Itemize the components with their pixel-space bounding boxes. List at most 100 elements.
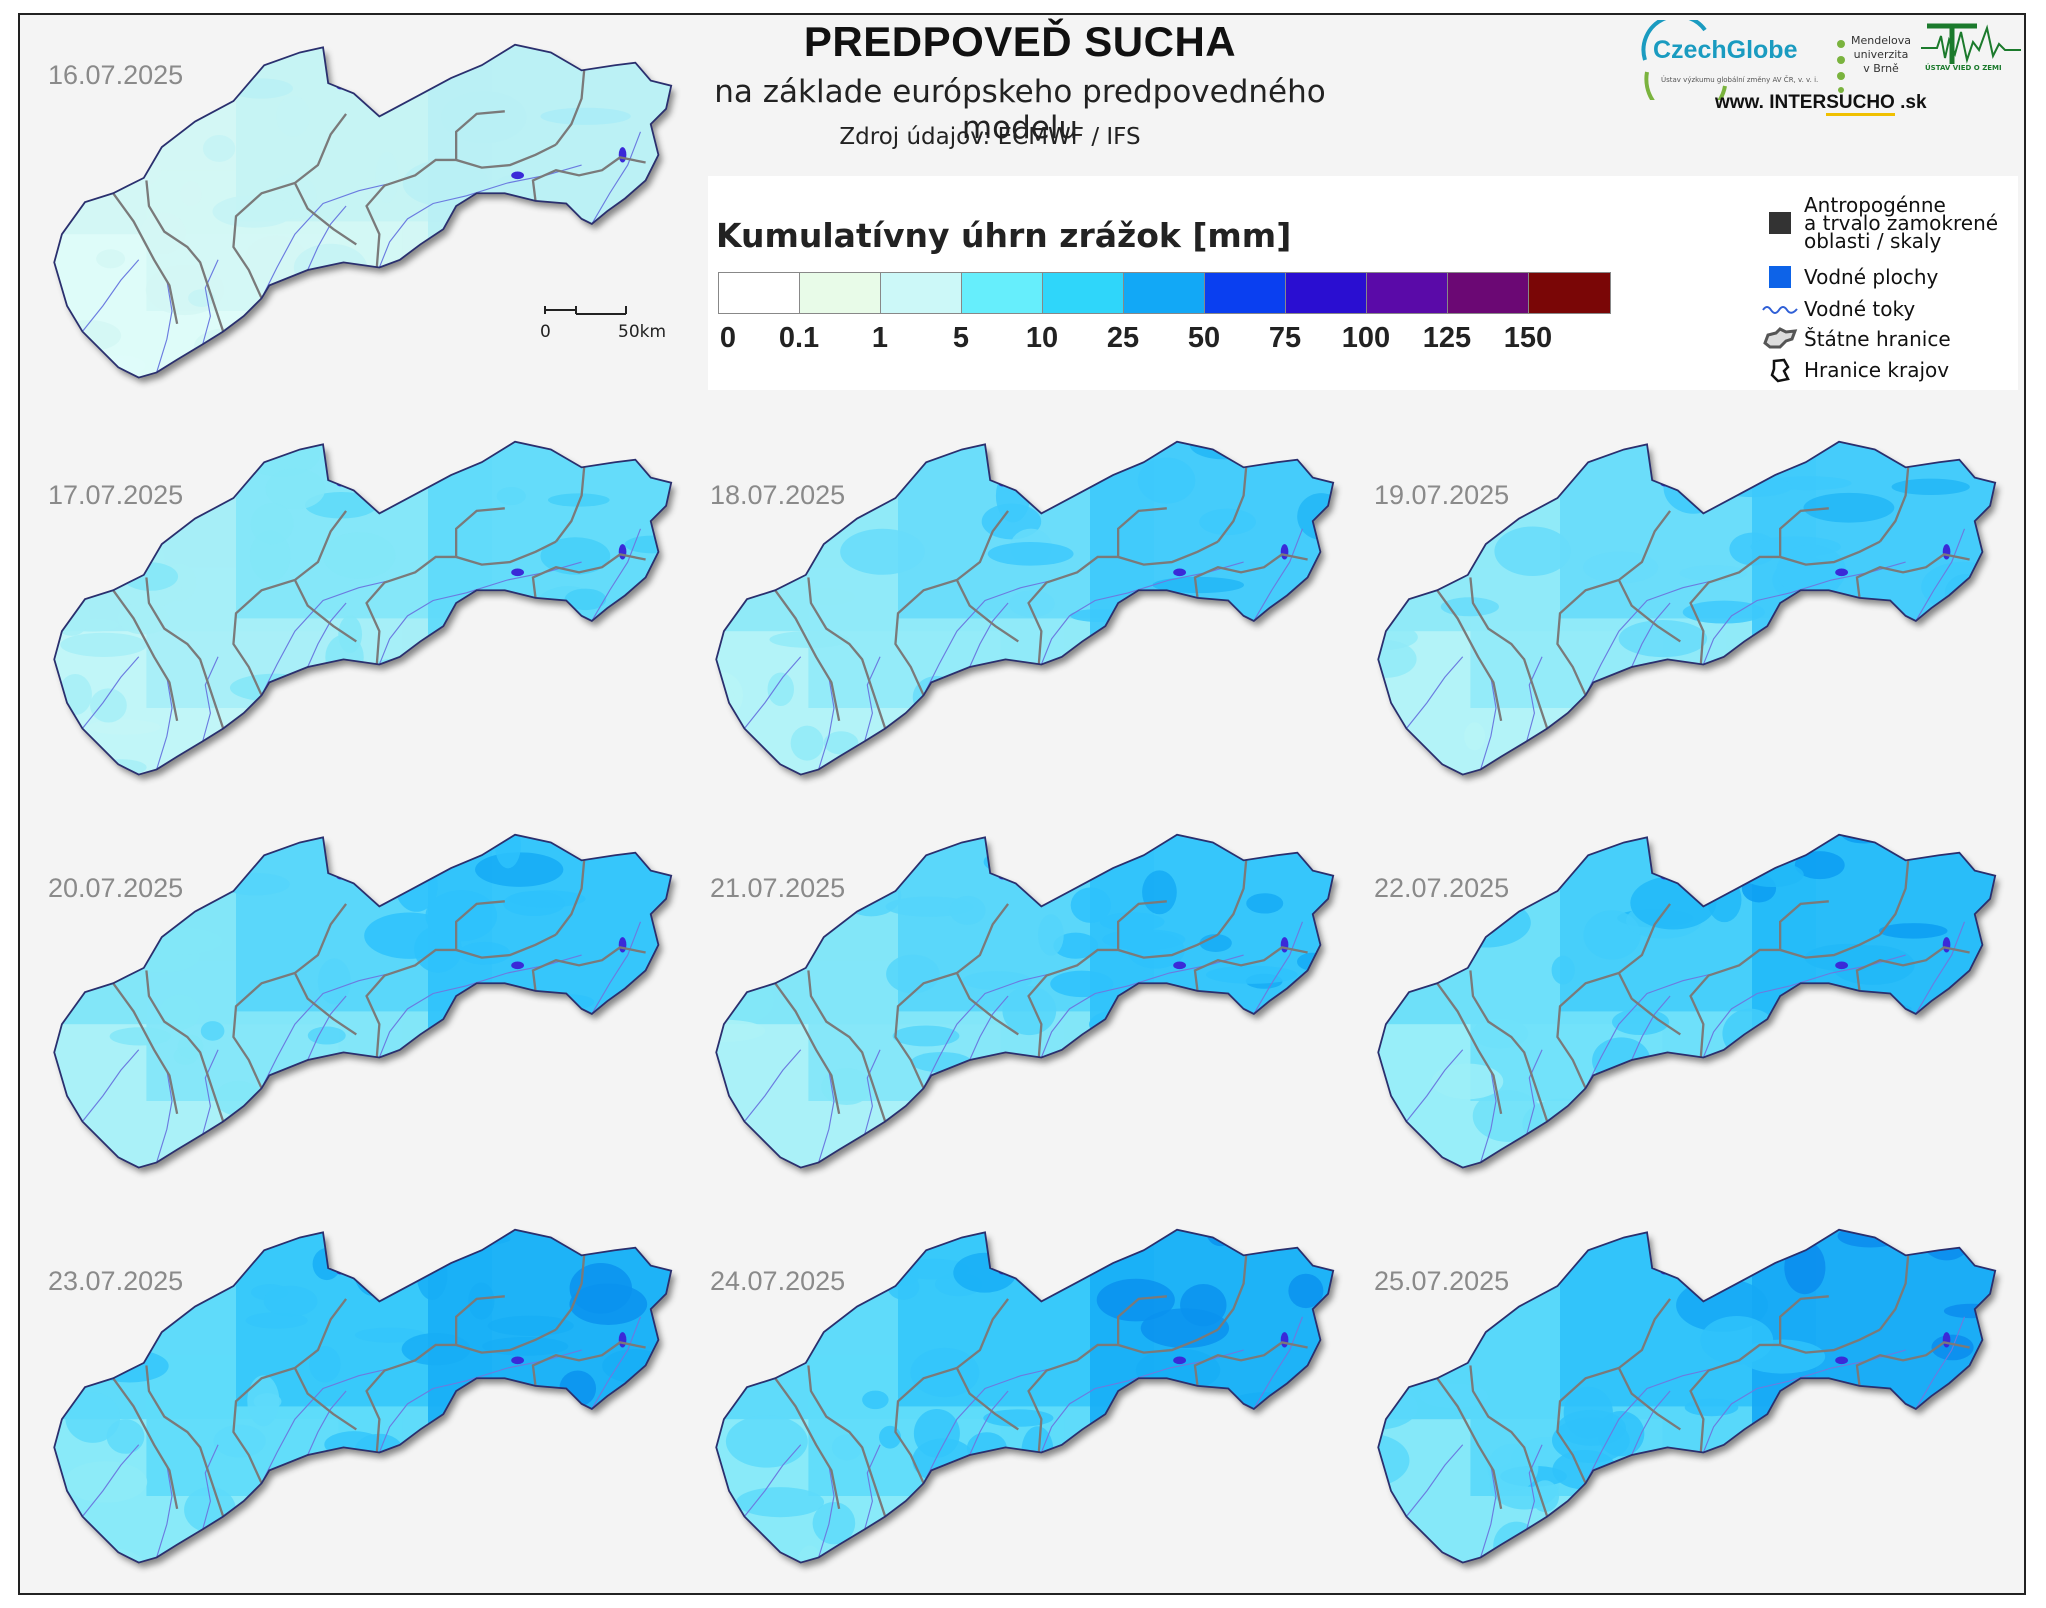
precip-patch bbox=[1921, 561, 1996, 612]
region-border bbox=[293, 1367, 357, 1431]
water-body bbox=[511, 171, 524, 180]
precip-patch bbox=[177, 1034, 204, 1059]
scale-tick-label: 75 bbox=[1268, 322, 1302, 354]
precip-patch bbox=[140, 212, 186, 255]
precip-patch bbox=[1132, 1531, 1168, 1563]
region-border bbox=[955, 1367, 1019, 1431]
river bbox=[1480, 1070, 1497, 1163]
precip-patch bbox=[1804, 943, 1892, 972]
region-border bbox=[1027, 933, 1219, 1058]
region-border bbox=[555, 860, 586, 936]
legend-item-label: Antropogénne bbox=[1804, 193, 1946, 217]
region-border bbox=[1855, 553, 1970, 599]
precip-patch bbox=[769, 631, 850, 648]
precip-patch bbox=[564, 588, 607, 611]
precip-patch bbox=[1651, 743, 1692, 775]
region-border bbox=[455, 507, 505, 557]
region-border bbox=[293, 579, 357, 643]
precip-patch bbox=[586, 1115, 639, 1162]
region-border bbox=[1879, 1255, 1910, 1331]
precip-patch bbox=[1297, 493, 1334, 540]
precip-patch bbox=[69, 1299, 112, 1330]
river bbox=[1405, 1444, 1464, 1517]
scale-tick-label: 25 bbox=[1106, 322, 1140, 354]
precip-patch bbox=[456, 598, 510, 629]
precip-patch bbox=[736, 1487, 825, 1518]
precip-patch bbox=[1449, 903, 1496, 943]
precip-patch bbox=[1190, 1475, 1270, 1518]
river bbox=[1526, 1049, 1543, 1135]
precip-patch bbox=[487, 1315, 574, 1336]
scale-tick-label: 0.1 bbox=[778, 322, 820, 354]
panel-date: 23.07.2025 bbox=[48, 1266, 184, 1296]
region-border bbox=[1469, 577, 1549, 729]
water-body bbox=[1173, 961, 1186, 970]
precip-patch bbox=[1050, 970, 1114, 998]
precipitation-color-scale bbox=[718, 272, 1611, 314]
precip-patch bbox=[1707, 1229, 1780, 1256]
river bbox=[743, 1444, 802, 1517]
legend-item-label: a trvalo zamokrené bbox=[1804, 211, 1999, 235]
precip-patch bbox=[1947, 995, 1971, 1037]
precip-patch bbox=[85, 112, 177, 148]
precip-patch bbox=[1134, 1001, 1186, 1035]
precip-patch bbox=[388, 47, 435, 63]
precip-patch bbox=[212, 195, 295, 228]
region-border bbox=[1217, 860, 1248, 936]
panel-date: 17.07.2025 bbox=[48, 480, 184, 510]
river bbox=[261, 182, 393, 299]
precip-patch bbox=[1378, 1433, 1410, 1487]
precipitation-map bbox=[53, 1228, 673, 1564]
state-border bbox=[715, 440, 1335, 776]
region-border bbox=[1617, 972, 1681, 1036]
region-border bbox=[1217, 467, 1248, 543]
panel-date: 21.07.2025 bbox=[710, 873, 846, 903]
precip-patch bbox=[569, 1283, 648, 1325]
region-border bbox=[1855, 946, 1970, 992]
website-link[interactable]: www. INTERSUCHO .sk bbox=[1715, 92, 1927, 116]
region-border bbox=[232, 903, 348, 1089]
precip-patch bbox=[1739, 710, 1771, 741]
region-border bbox=[955, 579, 1019, 643]
region-border bbox=[112, 589, 179, 722]
river bbox=[818, 1465, 835, 1558]
precip-patch bbox=[250, 503, 294, 545]
precip-patch bbox=[1487, 1443, 1539, 1491]
river bbox=[743, 1049, 802, 1122]
precip-patch bbox=[1440, 898, 1531, 948]
region-border-icon bbox=[1762, 357, 1798, 383]
precip-patch bbox=[354, 1327, 426, 1343]
precip-patch bbox=[1707, 877, 1742, 923]
region-border bbox=[555, 1255, 586, 1331]
scale-tick-label: 10 bbox=[1025, 322, 1059, 354]
region-border bbox=[955, 972, 1019, 1036]
precip-patch bbox=[1494, 526, 1571, 577]
precip-patch bbox=[54, 760, 110, 774]
precip-patch bbox=[1784, 1240, 1826, 1295]
panel-date: 20.07.2025 bbox=[48, 873, 184, 903]
precip-patch bbox=[1583, 551, 1659, 584]
precip-patch bbox=[1718, 708, 1784, 751]
river bbox=[202, 259, 219, 345]
precip-patch bbox=[840, 528, 925, 575]
precip-patch bbox=[790, 1166, 867, 1168]
river bbox=[969, 1390, 1009, 1456]
water-body bbox=[1173, 1356, 1186, 1365]
precip-patch bbox=[716, 683, 737, 726]
precip-patch bbox=[1591, 1110, 1626, 1151]
precip-patch bbox=[1070, 1113, 1100, 1159]
precip-patch bbox=[1968, 1158, 1996, 1168]
panel-date: 22.07.2025 bbox=[1374, 873, 1510, 903]
region-border bbox=[774, 589, 841, 722]
river bbox=[202, 1444, 219, 1530]
region-border bbox=[1689, 933, 1881, 1058]
precip-patch bbox=[607, 230, 672, 259]
precip-patch bbox=[1404, 441, 1436, 470]
precip-patch bbox=[353, 1242, 393, 1297]
river bbox=[923, 972, 1055, 1089]
precip-patch bbox=[1878, 923, 1948, 939]
precip-patch bbox=[197, 1548, 277, 1563]
precip-patch bbox=[892, 1025, 960, 1047]
precip-patch bbox=[336, 704, 362, 742]
forecast-panel bbox=[1368, 1215, 2008, 1589]
